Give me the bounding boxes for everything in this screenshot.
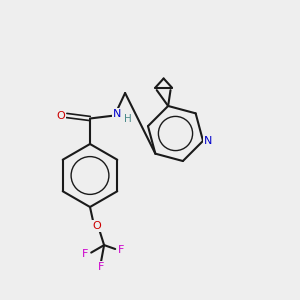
Text: H: H [124,114,132,124]
Text: O: O [57,110,66,121]
Text: F: F [117,245,124,256]
Text: O: O [92,221,101,231]
Text: N: N [112,109,121,119]
Text: F: F [81,249,88,259]
Text: F: F [98,262,104,272]
Text: N: N [204,136,213,146]
